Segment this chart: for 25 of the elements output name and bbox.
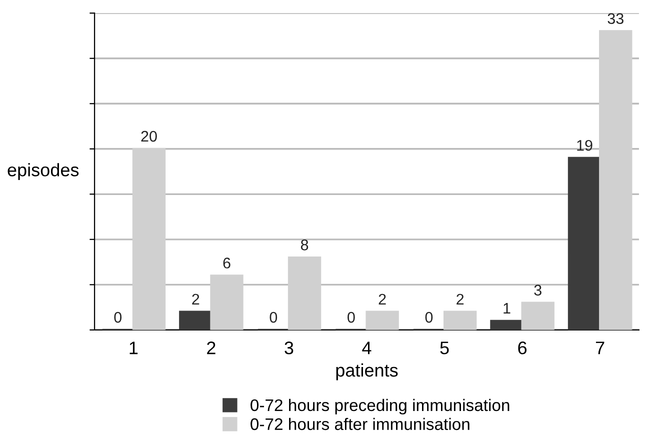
- legend-label: 0-72 hours after immunisation: [250, 418, 470, 430]
- data-label: 0: [348, 312, 355, 323]
- x-tick-label: 4: [362, 342, 372, 354]
- data-label: 6: [223, 258, 230, 268]
- x-tick-label: 2: [207, 342, 216, 354]
- data-label: 2: [378, 294, 386, 304]
- data-label: 20: [141, 130, 157, 142]
- x-axis-title: patients: [336, 363, 398, 380]
- data-label: 0: [425, 312, 433, 323]
- x-tick-label: 5: [440, 342, 449, 354]
- legend-label: 0-72 hours preceding immunisation: [250, 398, 510, 414]
- x-tick-label: 1: [130, 342, 138, 354]
- data-label: 0: [270, 312, 278, 323]
- x-tick-label: 6: [518, 342, 527, 354]
- data-label: 3: [534, 284, 542, 296]
- data-label: 2: [192, 294, 200, 304]
- data-label: 2: [456, 294, 464, 304]
- data-label: 19: [577, 140, 592, 151]
- data-label: 1: [504, 303, 510, 314]
- x-tick-label: 3: [284, 342, 294, 354]
- x-tick-label: 7: [596, 342, 604, 354]
- y-axis-title: episodes: [8, 163, 79, 180]
- data-label: 8: [300, 240, 308, 250]
- data-label: 33: [608, 13, 624, 24]
- data-label: 0: [114, 312, 122, 323]
